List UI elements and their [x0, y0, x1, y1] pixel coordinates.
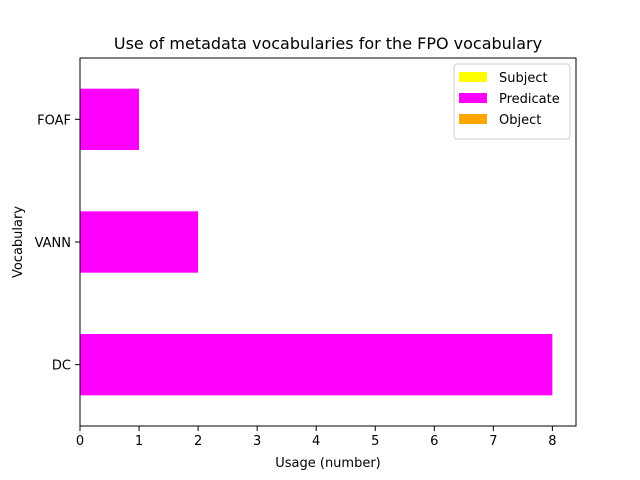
x-tick-label: 3 — [253, 434, 261, 449]
x-tick-label: 0 — [76, 434, 84, 449]
x-axis-label: Usage (number) — [275, 456, 381, 471]
x-tick-label: 7 — [489, 434, 497, 449]
legend: Subject Predicate Object — [453, 63, 571, 140]
bar-foaf-predicate — [80, 88, 140, 150]
legend-swatch-predicate — [459, 93, 487, 103]
y-axis: DC VANN FOAF — [35, 113, 80, 374]
legend-swatch-subject — [459, 72, 487, 82]
legend-swatch-object — [459, 114, 487, 124]
y-tick-label-foaf: FOAF — [37, 113, 71, 128]
legend-label-predicate: Predicate — [499, 92, 560, 107]
x-tick-label: 8 — [548, 434, 556, 449]
x-tick-label: 4 — [312, 434, 320, 449]
bar-vann-predicate — [80, 211, 199, 273]
x-tick-label: 2 — [194, 434, 202, 449]
bar-dc-predicate — [80, 334, 553, 396]
bars-group — [80, 88, 553, 396]
y-tick-label-vann: VANN — [35, 236, 71, 251]
x-tick-label: 5 — [371, 434, 379, 449]
x-axis: 0 1 2 3 4 5 6 7 8 — [76, 426, 557, 449]
x-tick-label: 6 — [430, 434, 438, 449]
y-tick-label-dc: DC — [52, 359, 71, 374]
y-axis-label: Vocabulary — [11, 206, 26, 278]
legend-label-subject: Subject — [499, 71, 548, 86]
legend-label-object: Object — [499, 113, 541, 128]
chart-title: Use of metadata vocabularies for the FPO… — [114, 34, 542, 53]
x-tick-label: 1 — [135, 434, 143, 449]
